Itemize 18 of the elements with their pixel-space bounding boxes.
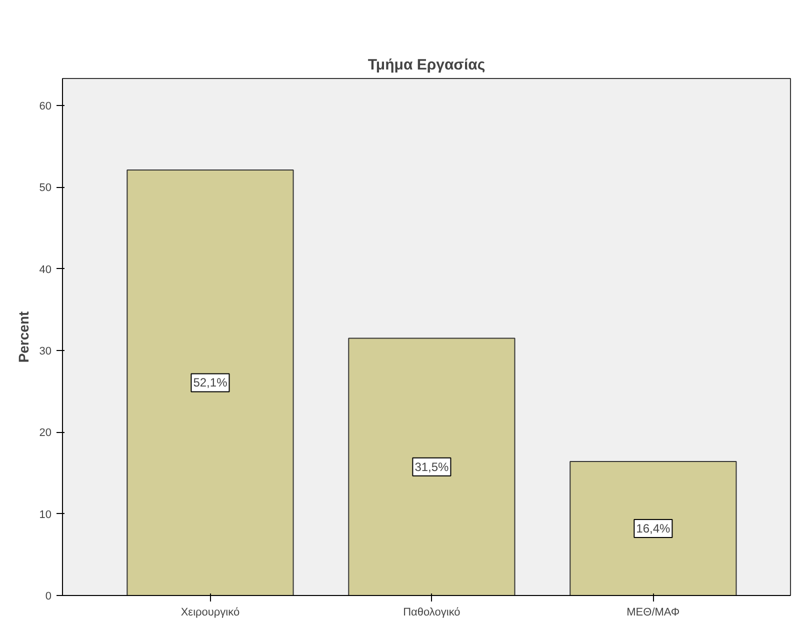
x-tick-label: Παθολογικό [403,606,460,618]
bar [126,169,294,596]
bar [348,338,516,596]
y-tick-label: 30 [39,345,52,358]
y-tick-label: 0 [45,590,52,602]
y-tick-label: 10 [39,508,52,521]
y-tick-label: 50 [39,182,52,194]
data-label: 52,1% [193,376,228,390]
y-tick-label: 60 [39,100,52,112]
y-axis-title: Percent [15,310,32,363]
y-tick-label: 20 [39,427,52,440]
x-tick-label: Χειρουργικό [180,606,240,618]
chart-title: Τμήμα Εργασίας [368,56,486,74]
x-tick-label: ΜΕΘ/ΜΑΦ [626,606,680,618]
y-tick-label: 40 [39,264,52,276]
bar [570,461,737,596]
data-label: 16,4% [636,522,671,536]
data-label: 31,5% [414,460,450,474]
